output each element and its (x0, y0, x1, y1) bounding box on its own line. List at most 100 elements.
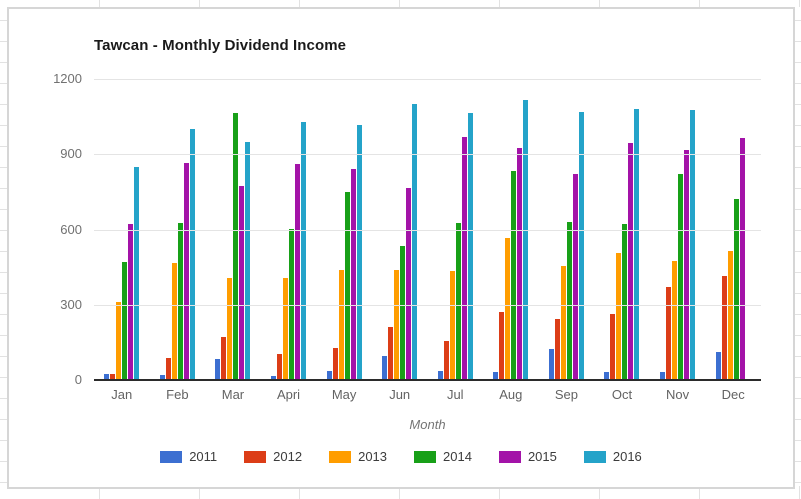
bar-group-apri (261, 79, 317, 380)
legend-item-2015[interactable]: 2015 (498, 449, 557, 464)
bar-group-jul (427, 79, 483, 380)
bar-2012-may[interactable] (332, 348, 338, 380)
bar-group-feb (150, 79, 206, 380)
bar-2012-jul[interactable] (443, 341, 449, 380)
bar-2013-sep[interactable] (560, 266, 566, 380)
y-axis-label-0: 0 (74, 372, 82, 387)
bar-2012-feb[interactable] (165, 358, 171, 380)
bar-2014-sep[interactable] (566, 222, 572, 380)
bar-2013-nov[interactable] (672, 261, 678, 380)
bar-2014-apri[interactable] (289, 229, 295, 380)
gridline-300 (94, 305, 761, 306)
bar-2015-jan[interactable] (128, 224, 134, 380)
bar-2011-jun[interactable] (382, 356, 388, 380)
chart-title: Tawcan - Monthly Dividend Income (94, 37, 347, 54)
bar-2012-aug[interactable] (499, 312, 505, 380)
bar-2015-feb[interactable] (183, 163, 189, 380)
y-axis-label-900: 900 (60, 146, 82, 161)
bar-2013-jan[interactable] (116, 302, 122, 380)
legend-label-2013: 2013 (358, 449, 388, 464)
bar-2011-feb[interactable] (159, 375, 165, 380)
legend-swatch-2012 (244, 450, 267, 463)
bar-2011-oct[interactable] (604, 372, 610, 380)
bar-2016-feb[interactable] (189, 129, 195, 380)
legend-item-2014[interactable]: 2014 (414, 449, 472, 464)
bar-2014-feb[interactable] (177, 223, 183, 380)
bar-2011-aug[interactable] (493, 372, 499, 380)
bar-2016-oct[interactable] (634, 109, 640, 380)
bar-2011-mar[interactable] (215, 359, 221, 380)
bar-2012-jun[interactable] (388, 327, 394, 380)
bar-2014-mar[interactable] (233, 113, 239, 380)
bar-2014-nov[interactable] (678, 174, 684, 380)
bar-2014-may[interactable] (344, 192, 350, 380)
bar-2014-jul[interactable] (455, 223, 461, 380)
bar-2013-aug[interactable] (505, 238, 511, 380)
month-label-jul: Jul (446, 387, 464, 402)
bar-2013-dec[interactable] (727, 251, 733, 380)
bar-2016-aug[interactable] (523, 100, 529, 380)
bar-2013-mar[interactable] (227, 278, 233, 380)
y-axis-label-1200: 1200 (53, 71, 82, 86)
bar-2012-jan[interactable] (110, 374, 116, 380)
bar-2013-apri[interactable] (283, 278, 289, 380)
legend-item-2013[interactable]: 2013 (329, 449, 387, 464)
bar-2011-nov[interactable] (660, 372, 666, 380)
bar-2015-aug[interactable] (517, 148, 523, 380)
legend-item-2016[interactable]: 2016 (583, 449, 642, 464)
bar-2012-oct[interactable] (610, 314, 616, 380)
legend-item-2012[interactable]: 2012 (244, 449, 302, 464)
plot-area: 0 300 600 900 1200 (53, 71, 761, 387)
legend-label-2015: 2015 (527, 449, 557, 464)
legend-item-2011[interactable]: 2011 (160, 449, 217, 464)
bar-2012-mar[interactable] (221, 337, 227, 380)
bar-2013-jun[interactable] (394, 270, 400, 380)
bar-2013-oct[interactable] (616, 253, 622, 380)
bar-2016-sep[interactable] (578, 112, 584, 380)
bar-2014-jun[interactable] (400, 246, 406, 380)
bar-2011-sep[interactable] (548, 349, 554, 380)
bar-2015-apri[interactable] (295, 164, 301, 380)
month-label-feb: Feb (166, 387, 189, 402)
bar-2016-may[interactable] (356, 125, 362, 380)
bar-2015-dec[interactable] (739, 138, 745, 380)
bar-2012-apri[interactable] (277, 354, 283, 380)
bar-2014-oct[interactable] (622, 224, 628, 380)
sheet-gridlines-top (0, 0, 801, 7)
bar-2014-jan[interactable] (122, 262, 128, 380)
bar-2016-jul[interactable] (467, 113, 473, 380)
bar-2012-dec[interactable] (721, 276, 727, 380)
bar-2012-nov[interactable] (666, 287, 672, 380)
bar-2014-dec[interactable] (733, 199, 739, 380)
bar-2015-mar[interactable] (239, 186, 245, 380)
chart-container[interactable]: Tawcan - Monthly Dividend Income 0 300 600… (7, 7, 795, 489)
bar-2016-jan[interactable] (134, 167, 140, 380)
bar-2013-feb[interactable] (171, 263, 177, 380)
bar-2016-nov[interactable] (690, 110, 696, 380)
bar-2011-jan[interactable] (104, 374, 110, 380)
bar-group-may (316, 79, 372, 380)
month-label-jun: Jun (389, 387, 411, 402)
bar-2015-sep[interactable] (572, 174, 578, 380)
bar-2012-sep[interactable] (554, 319, 560, 380)
bar-2013-may[interactable] (338, 270, 344, 380)
gridline-1200 (94, 79, 761, 80)
bar-2013-jul[interactable] (449, 271, 455, 380)
month-label-jan: Jan (111, 387, 133, 402)
bar-2015-jun[interactable] (406, 188, 412, 380)
bar-2016-mar[interactable] (245, 142, 251, 380)
bar-2015-nov[interactable] (684, 150, 690, 380)
bar-2014-aug[interactable] (511, 171, 517, 380)
bar-2015-may[interactable] (350, 169, 356, 380)
bar-2011-may[interactable] (326, 371, 332, 380)
legend-swatch-2015 (498, 450, 521, 463)
bar-2015-jul[interactable] (461, 137, 467, 380)
bar-2011-dec[interactable] (715, 352, 721, 380)
bar-2016-jun[interactable] (412, 104, 418, 380)
bar-2016-apri[interactable] (301, 122, 307, 380)
bar-2011-apri[interactable] (271, 376, 277, 380)
month-label-may: May (331, 387, 357, 402)
bar-2011-jul[interactable] (437, 371, 443, 380)
bar-2015-oct[interactable] (628, 143, 634, 380)
bar-group-nov (650, 79, 706, 380)
